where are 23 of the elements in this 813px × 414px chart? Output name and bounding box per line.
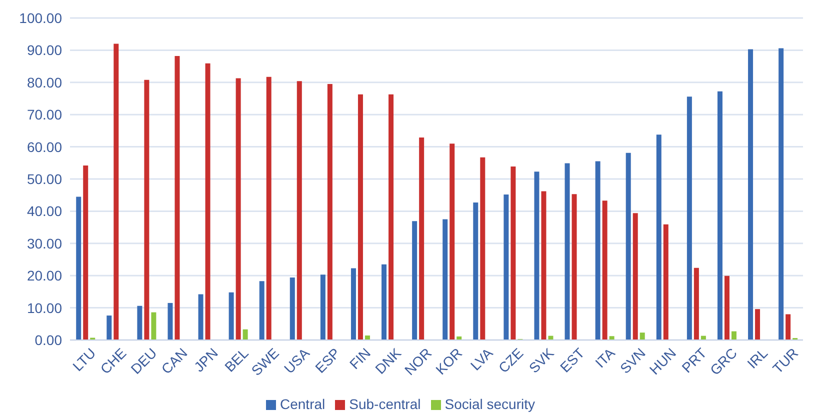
y-tick-label: 10.00 (26, 300, 62, 316)
legend-label: Sub-central (349, 396, 421, 412)
y-tick-label: 80.00 (26, 74, 62, 90)
x-tick-label: BEL (221, 344, 252, 375)
legend-label: Central (280, 396, 326, 412)
x-tick-label: USA (280, 344, 313, 376)
y-tick-label: 90.00 (26, 42, 62, 58)
y-tick-label: 70.00 (26, 106, 62, 123)
y-tick-label: 20.00 (26, 268, 62, 284)
x-tick-label: TUR (770, 344, 802, 376)
y-tick-label: 40.00 (26, 203, 62, 220)
x-tick-label: CZE (495, 344, 526, 376)
y-tick-label: 30.00 (26, 235, 62, 252)
x-tick-label: LTU (69, 344, 99, 374)
y-tick-label: 50.00 (26, 170, 62, 187)
y-tick-label: 60.00 (26, 138, 62, 155)
x-tick-label: FIN (346, 344, 374, 372)
y-tick-label: 100.00 (19, 10, 62, 26)
y-tick-label: 0.00 (34, 332, 62, 348)
x-tick-label: LVA (467, 344, 496, 374)
legend-label: Social security (444, 396, 535, 412)
x-tick-label: ITA (592, 344, 618, 371)
x-tick-label: IRL (744, 344, 771, 372)
